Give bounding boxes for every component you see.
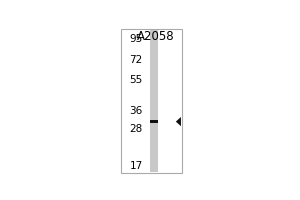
Text: 95: 95 [129,34,142,44]
Text: 36: 36 [129,106,142,116]
Bar [121,29,182,173]
Text: 72: 72 [129,55,142,65]
Bar [150,30,158,172]
Text: 55: 55 [129,75,142,85]
Text: 28: 28 [129,124,142,134]
Text: A2058: A2058 [137,30,175,43]
Text: 17: 17 [129,161,142,171]
Bar [150,120,158,123]
Polygon shape [176,117,181,126]
